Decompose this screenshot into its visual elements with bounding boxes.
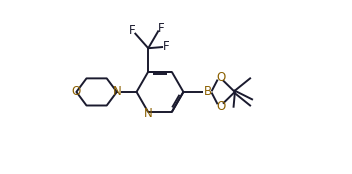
Text: N: N — [112, 85, 121, 98]
Text: F: F — [163, 40, 170, 53]
Text: O: O — [72, 85, 81, 98]
Text: F: F — [128, 25, 135, 37]
Text: O: O — [216, 100, 225, 113]
Text: F: F — [158, 22, 164, 35]
Text: N: N — [144, 107, 153, 120]
Text: O: O — [216, 70, 225, 84]
Text: B: B — [204, 85, 212, 98]
